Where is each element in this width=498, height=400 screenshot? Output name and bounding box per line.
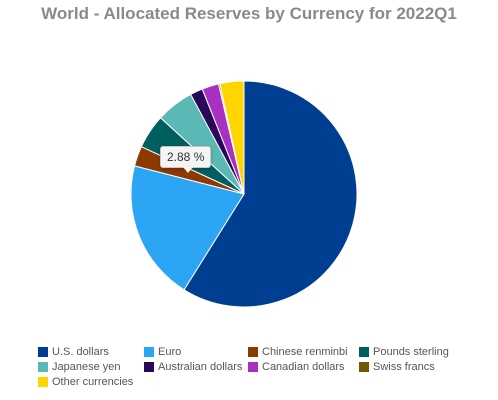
slice-tooltip: 2.88 % bbox=[160, 146, 212, 173]
pie-svg bbox=[130, 80, 358, 308]
legend-item[interactable]: U.S. dollars bbox=[38, 345, 144, 359]
legend-item[interactable]: Japanese yen bbox=[38, 360, 144, 374]
legend-swatch bbox=[38, 377, 48, 387]
legend-swatch bbox=[38, 362, 48, 372]
legend-swatch bbox=[248, 362, 258, 372]
legend-label: U.S. dollars bbox=[52, 346, 109, 358]
legend-swatch bbox=[38, 347, 48, 357]
legend-item[interactable]: Euro bbox=[144, 345, 248, 359]
legend-label: Canadian dollars bbox=[262, 361, 345, 373]
legend-swatch bbox=[359, 347, 369, 357]
legend-label: Australian dollars bbox=[158, 361, 243, 373]
legend-item[interactable]: Canadian dollars bbox=[248, 360, 359, 374]
pie-slice-euro[interactable] bbox=[130, 165, 245, 291]
legend-label: Pounds sterling bbox=[373, 346, 449, 358]
chart-title: World - Allocated Reserves by Currency f… bbox=[41, 4, 457, 23]
legend-label: Japanese yen bbox=[52, 361, 121, 373]
legend-label: Chinese renminbi bbox=[262, 346, 348, 358]
legend-item[interactable]: Pounds sterling bbox=[359, 345, 469, 359]
legend-swatch bbox=[144, 362, 154, 372]
legend-swatch bbox=[248, 347, 258, 357]
pie-chart bbox=[130, 80, 358, 308]
legend-item[interactable]: Swiss francs bbox=[359, 360, 469, 374]
legend-swatch bbox=[359, 362, 369, 372]
legend-label: Other currencies bbox=[52, 376, 134, 388]
legend-label: Swiss francs bbox=[373, 361, 435, 373]
pie-slice-u-s-dollars[interactable] bbox=[183, 80, 358, 308]
pie-slice-other-currencies[interactable] bbox=[219, 80, 245, 195]
legend-item[interactable]: Other currencies bbox=[38, 375, 144, 389]
legend-swatch bbox=[144, 347, 154, 357]
chart-legend: U.S. dollars Euro Chinese renminbi Pounds s… bbox=[38, 345, 478, 389]
legend-item[interactable]: Chinese renminbi bbox=[248, 345, 359, 359]
legend-item[interactable]: Australian dollars bbox=[144, 360, 248, 374]
legend-label: Euro bbox=[158, 346, 182, 358]
